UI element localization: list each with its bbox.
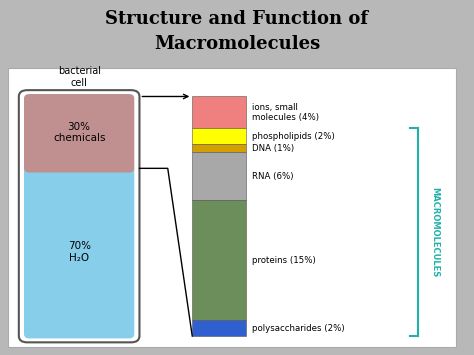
Text: 70%
H₂O: 70% H₂O bbox=[68, 241, 91, 263]
FancyBboxPatch shape bbox=[19, 90, 139, 342]
Bar bbox=[192, 320, 246, 336]
Bar bbox=[192, 144, 246, 152]
Bar bbox=[192, 200, 246, 320]
Text: DNA (1%): DNA (1%) bbox=[252, 144, 294, 153]
Text: Macromolecules: Macromolecules bbox=[154, 35, 320, 53]
Text: ions, small
molecules (4%): ions, small molecules (4%) bbox=[252, 103, 319, 122]
Text: RNA (6%): RNA (6%) bbox=[252, 172, 293, 181]
FancyBboxPatch shape bbox=[24, 164, 134, 338]
Bar bbox=[192, 129, 246, 144]
FancyBboxPatch shape bbox=[9, 68, 456, 346]
Bar bbox=[192, 97, 246, 129]
Text: bacterial
cell: bacterial cell bbox=[58, 66, 100, 88]
Text: MACROMOLECULES: MACROMOLECULES bbox=[430, 187, 439, 277]
Text: proteins (15%): proteins (15%) bbox=[252, 256, 316, 265]
Text: Structure and Function of: Structure and Function of bbox=[105, 10, 369, 28]
Text: polysaccharides (2%): polysaccharides (2%) bbox=[252, 323, 345, 333]
Bar bbox=[192, 152, 246, 200]
FancyBboxPatch shape bbox=[24, 94, 134, 173]
Text: 30%
chemicals: 30% chemicals bbox=[53, 122, 105, 143]
Text: phospholipids (2%): phospholipids (2%) bbox=[252, 132, 335, 141]
